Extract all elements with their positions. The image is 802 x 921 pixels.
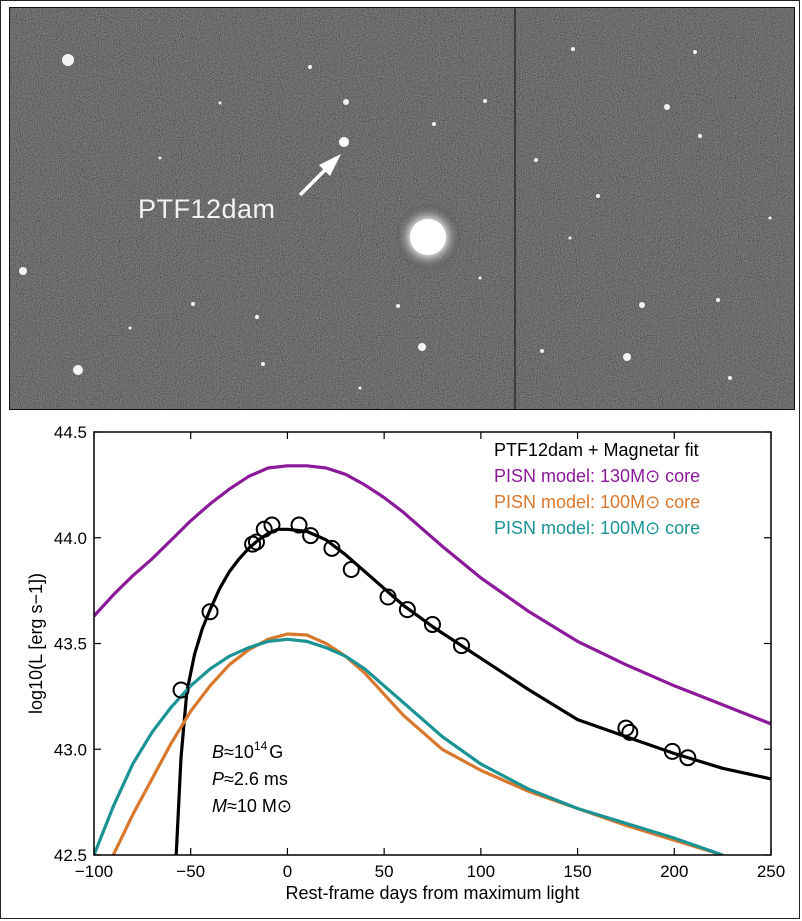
star (698, 134, 702, 138)
data-point (379, 588, 397, 606)
star (255, 315, 259, 319)
star (418, 343, 426, 351)
source-label: PTF12dam (138, 194, 276, 224)
param-p: P≈2.6 ms (212, 769, 288, 789)
legend-entry: PTF12dam + Magnetar fit (494, 440, 699, 460)
x-axis-label: Rest-frame days from maximum light (285, 883, 579, 903)
star (693, 50, 697, 54)
star (396, 304, 400, 308)
observation-points (172, 516, 697, 767)
pointer-arrow (298, 154, 341, 197)
star (568, 236, 572, 240)
star (768, 216, 772, 220)
star (19, 267, 27, 275)
star (62, 54, 74, 66)
data-point (263, 516, 281, 534)
data-point (247, 533, 265, 551)
sky-image (10, 8, 794, 409)
legend-entry: PISN model: 100M⊙ core (494, 518, 700, 538)
star (483, 99, 487, 103)
data-point (424, 615, 441, 633)
star (478, 276, 482, 280)
data-point (398, 601, 416, 619)
star (432, 122, 436, 126)
data-point (323, 539, 341, 557)
data-point (290, 516, 308, 534)
star (128, 326, 132, 330)
series-line-0 (174, 527, 771, 855)
data-point (302, 527, 320, 545)
star (218, 101, 222, 105)
x-tick-label: 200 (660, 862, 688, 881)
star (191, 302, 195, 306)
series-line-1 (94, 464, 771, 726)
y-tick-label: 43.5 (54, 635, 87, 654)
param-b: B≈1014 G (212, 739, 283, 762)
data-point (201, 603, 219, 621)
star (308, 65, 312, 69)
legend: PTF12dam + Magnetar fit PISN model: 130M⊙… (494, 440, 700, 538)
star (728, 376, 732, 380)
chart-svg: −100 −50 0 50 100 150 200 250 42.5 43.0 43.5 44.0 44… (26, 423, 785, 903)
data-point (663, 742, 681, 760)
star (158, 156, 162, 160)
data-point (679, 749, 697, 767)
y-tick-label: 44.5 (54, 423, 87, 442)
star (358, 386, 362, 390)
legend-entry: PISN model: 130M⊙ core (494, 466, 700, 486)
star (596, 194, 600, 198)
legend-entry: PISN model: 100M⊙ core (494, 492, 700, 512)
y-tick-label: 42.5 (54, 846, 87, 865)
x-tick-label: 50 (375, 862, 394, 881)
x-tick-label: 150 (563, 862, 591, 881)
y-tick-label: 44.0 (54, 529, 87, 548)
star (261, 362, 265, 366)
star (664, 104, 670, 110)
x-tick-label: 0 (283, 862, 292, 881)
star (639, 302, 645, 308)
data-point (342, 560, 360, 578)
star (534, 158, 538, 162)
data-point (172, 681, 190, 699)
param-m: M≈10 M⊙ (212, 796, 292, 816)
sky-image-panel: PTF12dam (9, 7, 795, 410)
x-tick-label: 250 (757, 862, 785, 881)
host-galaxy-core (410, 219, 446, 255)
series-line-3 (94, 637, 724, 855)
light-curve-chart: −100 −50 0 50 100 150 200 250 42.5 43.0 43.5 44.0 44… (9, 413, 795, 913)
series-lines (94, 464, 771, 855)
star (343, 99, 349, 105)
star (716, 298, 720, 302)
ptf12dam-source (339, 137, 349, 147)
star (571, 47, 575, 51)
data-point (621, 723, 639, 741)
data-point (617, 719, 635, 737)
y-tick-label: 43.0 (54, 740, 87, 759)
star (623, 353, 631, 361)
y-axis-label: log10(L [erg s−1]) (26, 573, 46, 714)
star (73, 365, 83, 375)
x-tick-label: −50 (176, 862, 205, 881)
x-tick-label: −100 (75, 862, 113, 881)
x-tick-label: 100 (467, 862, 495, 881)
data-point (453, 637, 471, 655)
fit-parameters: B≈1014 G P≈2.6 ms M≈10 M⊙ (212, 739, 292, 816)
stars (19, 47, 772, 390)
star (540, 349, 544, 353)
